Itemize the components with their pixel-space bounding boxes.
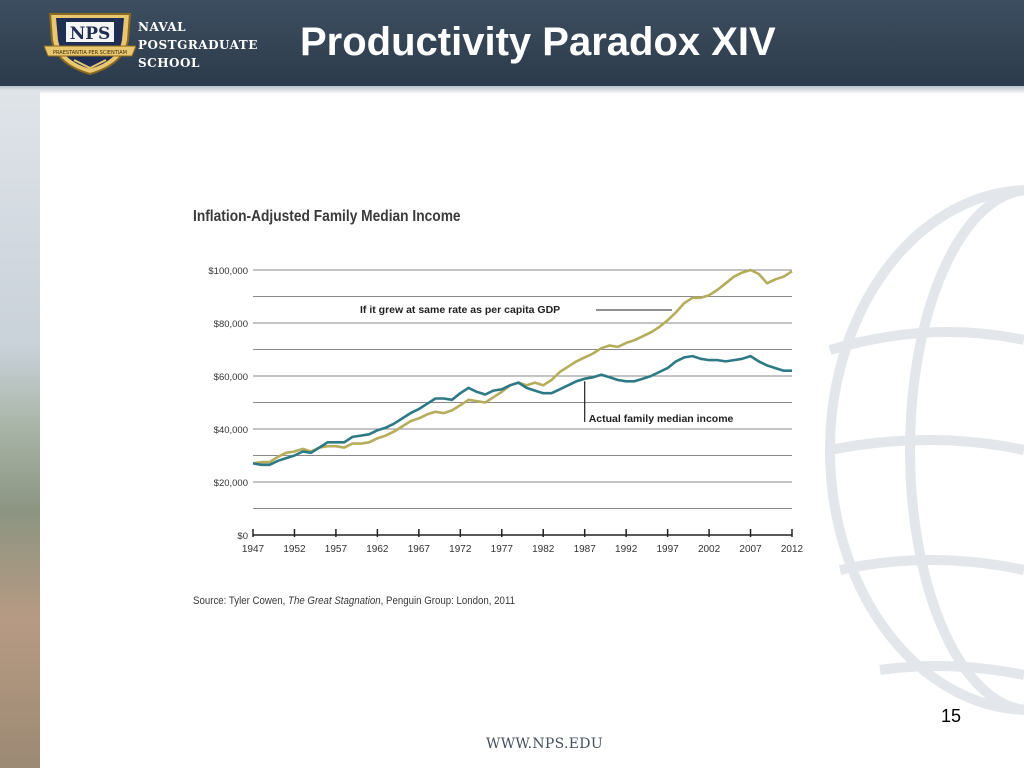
chart-source-book: The Great Stagnation xyxy=(288,595,381,607)
annotation-gdp-label: If it grew at same rate as per capita GD… xyxy=(360,304,560,316)
x-tick-label: 2012 xyxy=(781,544,804,555)
logo-ribbon: PRAESTANTIA PER SCIENTIAM xyxy=(53,50,127,56)
chart-source-prefix: Source: Tyler Cowen, xyxy=(193,595,289,607)
x-tick-label: 2007 xyxy=(739,544,762,555)
x-tick-label: 1997 xyxy=(656,544,679,555)
y-tick-label: $20,000 xyxy=(214,478,248,489)
y-tick-label: $40,000 xyxy=(214,425,248,436)
x-tick-label: 1972 xyxy=(449,544,472,555)
campus-photo-strip xyxy=(0,90,40,768)
header-shadow xyxy=(0,86,1024,94)
globe-watermark-icon xyxy=(825,185,1024,715)
school-name-line1: NAVAL xyxy=(138,20,187,34)
chart-source-suffix: , Penguin Group: London, 2011 xyxy=(380,595,515,607)
school-name-line3: SCHOOL xyxy=(138,56,200,70)
x-tick-label: 1947 xyxy=(242,544,265,555)
y-tick-label: $80,000 xyxy=(214,319,248,330)
x-tick-label: 1957 xyxy=(325,544,348,555)
page-number: 15 xyxy=(941,706,962,726)
slide-title: Productivity Paradox XIV xyxy=(300,20,776,64)
x-tick-label: 1977 xyxy=(491,544,514,555)
school-name: NAVAL POSTGRADUATE SCHOOL xyxy=(138,18,258,72)
x-tick-label: 1962 xyxy=(366,544,389,555)
nps-shield-logo-icon: NPS PRAESTANTIA PER SCIENTIAM xyxy=(44,13,136,76)
annotation-median-label: Actual family median income xyxy=(589,413,734,425)
chart-panel: Inflation-Adjusted Family Median Income … xyxy=(180,200,820,630)
y-tick-label: $0 xyxy=(237,531,248,542)
x-tick-label: 1952 xyxy=(283,544,306,555)
line-chart: $0 $20,000 $40,000 $60,000 $80,000 $100,000 19… xyxy=(208,266,804,555)
chart-source: Source: Tyler Cowen, The Great Stagnatio… xyxy=(193,595,515,607)
x-tick-label: 1992 xyxy=(615,544,638,555)
footer-url: WWW.NPS.EDU xyxy=(486,736,603,752)
x-tick-label: 2002 xyxy=(698,544,721,555)
x-tick-label: 1982 xyxy=(532,544,555,555)
y-tick-label: $100,000 xyxy=(208,266,248,277)
school-name-line2: POSTGRADUATE xyxy=(138,38,258,52)
series-line-median xyxy=(252,354,792,467)
chart-title: Inflation-Adjusted Family Median Income xyxy=(193,208,461,225)
x-tick-label: 1967 xyxy=(408,544,431,555)
series-line-gdp xyxy=(252,268,793,465)
x-tick-label: 1987 xyxy=(574,544,597,555)
y-tick-label: $60,000 xyxy=(214,372,248,383)
logo-text: NPS xyxy=(70,24,111,44)
slide-header: NPS PRAESTANTIA PER SCIENTIAM NAVAL POST… xyxy=(0,0,1024,86)
